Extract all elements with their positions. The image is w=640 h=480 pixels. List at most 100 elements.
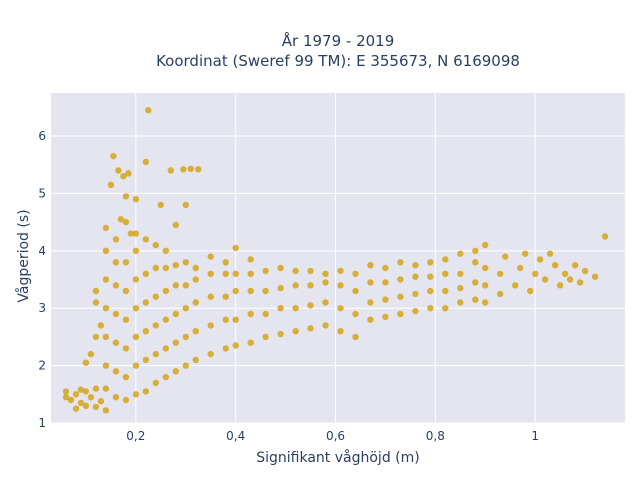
data-point bbox=[102, 247, 110, 254]
data-point bbox=[152, 322, 159, 329]
y-tick-label: 2 bbox=[38, 359, 46, 373]
data-point bbox=[322, 299, 329, 306]
data-point bbox=[412, 290, 419, 298]
data-point bbox=[367, 262, 374, 269]
y-tick-label: 1 bbox=[38, 416, 46, 430]
data-point bbox=[412, 273, 419, 280]
data-point bbox=[457, 284, 464, 292]
data-point bbox=[472, 279, 479, 286]
data-point bbox=[397, 293, 404, 300]
data-point bbox=[142, 299, 149, 306]
data-point bbox=[87, 350, 95, 358]
data-point bbox=[576, 279, 584, 286]
data-point bbox=[337, 328, 344, 335]
data-point bbox=[222, 345, 229, 352]
chart-title-line-1: År 1979 - 2019 bbox=[282, 31, 395, 50]
data-point bbox=[112, 394, 120, 401]
x-tick-label: 0,6 bbox=[326, 429, 345, 443]
data-point bbox=[207, 350, 214, 358]
data-point bbox=[571, 262, 579, 269]
data-point bbox=[142, 356, 149, 364]
data-point bbox=[182, 259, 189, 266]
data-point bbox=[110, 152, 117, 160]
data-point bbox=[232, 270, 239, 277]
data-point bbox=[102, 305, 110, 312]
data-point bbox=[382, 279, 389, 286]
data-points bbox=[62, 107, 609, 414]
chart-title-line-2: Koordinat (Sweref 99 TM): E 355673, N 61… bbox=[156, 52, 520, 70]
data-point bbox=[232, 287, 239, 295]
data-point bbox=[307, 302, 314, 309]
data-point bbox=[132, 230, 140, 237]
data-point bbox=[162, 264, 169, 272]
data-point bbox=[120, 173, 127, 180]
data-point bbox=[352, 270, 359, 277]
data-point bbox=[132, 276, 140, 283]
data-point bbox=[482, 264, 489, 272]
data-point bbox=[382, 264, 389, 272]
data-point bbox=[262, 267, 269, 275]
data-point bbox=[192, 299, 199, 306]
data-point bbox=[102, 385, 110, 392]
data-point bbox=[82, 402, 90, 409]
data-point bbox=[77, 386, 85, 393]
data-point bbox=[192, 328, 199, 335]
data-point bbox=[427, 305, 434, 312]
data-point bbox=[247, 270, 254, 277]
data-point bbox=[182, 333, 189, 341]
data-point bbox=[172, 339, 179, 346]
data-point bbox=[92, 403, 100, 411]
data-point bbox=[482, 282, 489, 289]
data-point bbox=[601, 233, 609, 240]
data-point bbox=[117, 216, 125, 223]
data-point bbox=[247, 310, 254, 318]
data-point bbox=[397, 310, 404, 318]
data-point bbox=[132, 305, 140, 312]
data-point bbox=[566, 276, 574, 283]
data-point bbox=[92, 333, 100, 341]
data-point bbox=[591, 273, 599, 280]
data-point bbox=[292, 267, 299, 275]
data-point bbox=[172, 282, 179, 289]
data-point bbox=[102, 276, 110, 283]
y-tick-label: 4 bbox=[38, 244, 46, 258]
y-tick-label: 6 bbox=[38, 129, 46, 143]
data-point bbox=[292, 305, 299, 312]
data-point bbox=[102, 362, 110, 369]
data-point bbox=[482, 299, 489, 306]
data-point bbox=[132, 391, 140, 398]
data-point bbox=[482, 241, 489, 249]
data-point bbox=[172, 262, 179, 269]
data-point bbox=[522, 250, 529, 257]
data-point bbox=[122, 316, 130, 323]
data-point bbox=[62, 388, 70, 395]
data-point bbox=[367, 316, 374, 323]
data-point bbox=[232, 244, 239, 252]
data-point bbox=[157, 201, 164, 209]
data-point bbox=[247, 256, 254, 263]
data-point bbox=[307, 267, 314, 275]
data-point bbox=[87, 394, 95, 401]
data-point bbox=[122, 193, 130, 200]
data-point bbox=[322, 270, 329, 277]
data-point bbox=[262, 287, 269, 295]
plot-area bbox=[51, 93, 625, 423]
data-point bbox=[92, 287, 100, 295]
data-point bbox=[561, 270, 569, 277]
data-point bbox=[122, 287, 130, 295]
data-point bbox=[82, 388, 90, 395]
data-point bbox=[337, 267, 344, 275]
data-point bbox=[112, 339, 120, 346]
data-point bbox=[232, 342, 239, 349]
data-point bbox=[122, 218, 130, 226]
data-point bbox=[102, 333, 110, 341]
data-point bbox=[67, 396, 75, 404]
data-point bbox=[382, 296, 389, 303]
x-axis-ticks: 0,2 0,4 0,6 0,8 1 bbox=[126, 429, 539, 443]
data-point bbox=[352, 310, 359, 318]
data-point bbox=[322, 279, 329, 286]
data-point bbox=[72, 391, 80, 398]
data-point bbox=[427, 287, 434, 295]
data-point bbox=[457, 250, 464, 257]
